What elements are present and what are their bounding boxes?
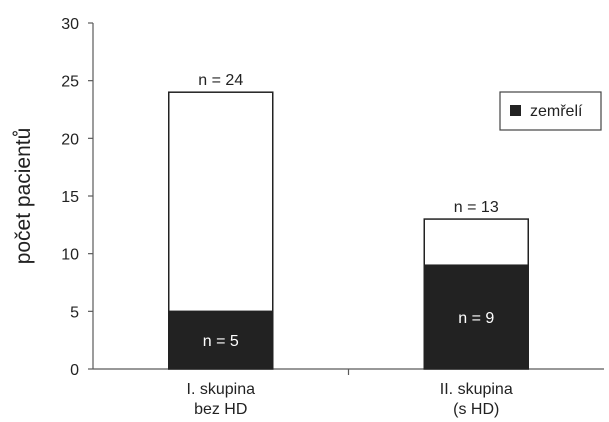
bar-segment-remaining — [168, 91, 274, 313]
bar-total-label: n = 13 — [454, 199, 499, 216]
x-axis: I. skupina bez HD II. skupina (s HD) — [93, 368, 604, 418]
x-category-label-line: II. skupina — [440, 381, 513, 398]
bar-segment-deceased — [423, 264, 529, 370]
bar-segment-remaining — [423, 218, 529, 266]
y-tick-label: 20 — [61, 131, 79, 148]
bar-labels: n = 24 n = 5 n = 13 n = 9 — [198, 72, 499, 350]
x-category-label: I. skupina bez HD — [187, 381, 256, 418]
legend-swatch — [510, 105, 521, 116]
y-tick-label: 5 — [70, 304, 79, 321]
y-tick-label: 10 — [61, 247, 79, 264]
x-category-label-line: (s HD) — [453, 401, 499, 418]
bars — [168, 91, 529, 370]
bar-total-label: n = 24 — [198, 72, 243, 89]
y-tick-label: 30 — [61, 16, 79, 33]
legend-label: zemřelí — [530, 103, 583, 120]
bar-deceased-label: n = 9 — [458, 310, 494, 327]
x-category-label-line: I. skupina — [187, 381, 256, 398]
bar-deceased-label: n = 5 — [203, 333, 239, 350]
y-tick-label: 15 — [61, 189, 79, 206]
legend: zemřelí — [499, 91, 602, 131]
x-category-label-line: bez HD — [194, 401, 247, 418]
y-axis: 0 5 10 15 20 25 30 — [61, 16, 94, 379]
x-category-label: II. skupina (s HD) — [440, 381, 513, 418]
y-tick-label: 0 — [70, 362, 79, 379]
y-tick-label: 25 — [61, 74, 79, 91]
y-axis-title: počet pacientů — [12, 128, 35, 265]
